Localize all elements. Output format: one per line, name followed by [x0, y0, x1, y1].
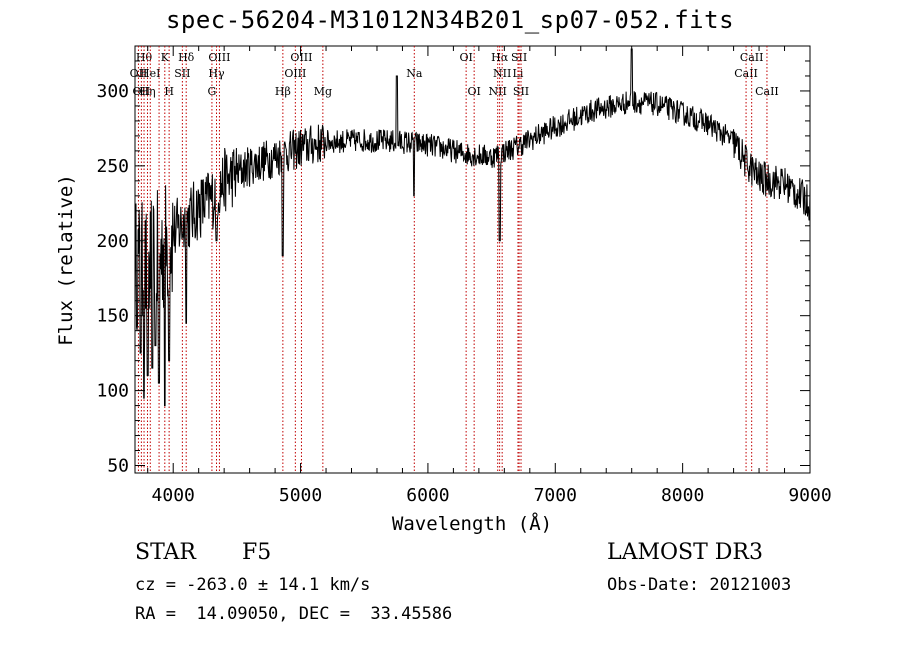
- line-label: G: [208, 85, 217, 98]
- line-label: NII: [493, 67, 511, 80]
- y-tick-label: 100: [96, 381, 129, 402]
- chart-title: spec-56204-M31012N34B201_sp07-052.fits: [165, 6, 735, 34]
- line-label: Hθ: [136, 51, 153, 64]
- x-axis-label: Wavelength (Å): [392, 512, 552, 535]
- line-label: Hα: [491, 51, 509, 64]
- line-label: CaII: [755, 85, 779, 98]
- line-label: H: [164, 85, 174, 98]
- y-tick-label: 200: [96, 231, 129, 252]
- line-label: OI: [467, 85, 480, 98]
- line-label: NII: [489, 85, 507, 98]
- x-tick-label: 8000: [661, 485, 704, 506]
- line-label: OIII: [290, 51, 312, 64]
- line-label: Na: [406, 67, 423, 80]
- line-label: SII: [513, 85, 529, 98]
- redshift-value: cz = -263.0 ± 14.1 km/s: [135, 575, 371, 595]
- y-tick-label: 300: [96, 81, 129, 102]
- line-label: Hη: [139, 85, 155, 98]
- survey-label: LAMOST DR3: [607, 540, 763, 565]
- line-label: OII: [133, 85, 151, 98]
- line-label: Hγ: [208, 67, 225, 80]
- line-label: Li: [513, 67, 524, 80]
- line-label: OI: [459, 51, 472, 64]
- spectrum-line: [134, 48, 811, 407]
- coordinates: RA = 14.09050, DEC = 33.45586: [135, 604, 453, 624]
- y-tick-label: 50: [107, 456, 129, 477]
- star-subclass: F5: [242, 540, 272, 565]
- line-label: K: [161, 51, 170, 64]
- line-label: SII: [511, 51, 527, 64]
- line-label: SII: [174, 67, 190, 80]
- line-label: OIII: [284, 67, 306, 80]
- line-label: OII: [130, 67, 148, 80]
- x-tick-label: 5000: [279, 485, 322, 506]
- line-label: Mg: [314, 85, 332, 98]
- line-label: Hδ: [178, 51, 195, 64]
- line-label: CaII: [734, 67, 758, 80]
- line-label: Hβ: [275, 85, 291, 98]
- x-tick-label: 4000: [152, 485, 195, 506]
- y-tick-label: 250: [96, 156, 129, 177]
- y-axis-label: Flux (relative): [55, 174, 77, 346]
- x-tick-label: 7000: [534, 485, 577, 506]
- x-tick-label: 6000: [406, 485, 449, 506]
- star-class: STAR: [135, 540, 196, 565]
- line-label: CaII: [740, 51, 764, 64]
- x-tick-label: 9000: [788, 485, 831, 506]
- obs-date: Obs-Date: 20121003: [607, 575, 792, 595]
- line-label: HeI: [140, 67, 160, 80]
- line-label: OIII: [208, 51, 230, 64]
- plot-frame: [134, 45, 811, 474]
- y-tick-label: 150: [96, 306, 129, 327]
